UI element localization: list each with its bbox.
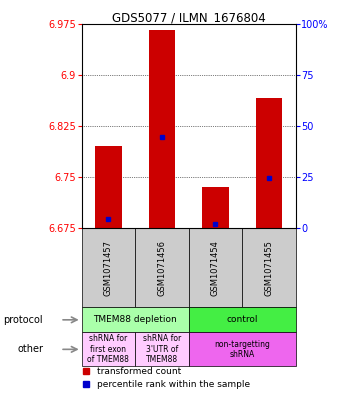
Bar	[82, 307, 189, 332]
Text: shRNA for
first exon
of TMEM88: shRNA for first exon of TMEM88	[87, 334, 129, 364]
Bar	[256, 99, 283, 228]
Bar	[242, 228, 296, 307]
Title: GDS5077 / ILMN_1676804: GDS5077 / ILMN_1676804	[112, 11, 266, 24]
Text: GSM1071454: GSM1071454	[211, 240, 220, 296]
Text: GSM1071456: GSM1071456	[157, 240, 166, 296]
Bar	[202, 187, 229, 228]
Text: other: other	[17, 344, 43, 354]
Bar	[95, 146, 122, 228]
Text: control: control	[226, 315, 258, 324]
Bar	[82, 228, 135, 307]
Bar	[149, 30, 175, 228]
Bar	[189, 332, 296, 366]
Bar	[135, 332, 189, 366]
Text: non-targetting
shRNA: non-targetting shRNA	[214, 340, 270, 359]
Bar	[189, 307, 296, 332]
Text: percentile rank within the sample: percentile rank within the sample	[97, 380, 250, 389]
Text: GSM1071457: GSM1071457	[104, 240, 113, 296]
Bar	[189, 228, 242, 307]
Text: GSM1071455: GSM1071455	[265, 240, 273, 296]
Bar	[135, 228, 189, 307]
Bar	[82, 332, 135, 366]
Text: protocol: protocol	[3, 315, 43, 325]
Text: TMEM88 depletion: TMEM88 depletion	[93, 315, 177, 324]
Text: shRNA for
3'UTR of
TMEM88: shRNA for 3'UTR of TMEM88	[143, 334, 181, 364]
Text: transformed count: transformed count	[97, 367, 181, 376]
